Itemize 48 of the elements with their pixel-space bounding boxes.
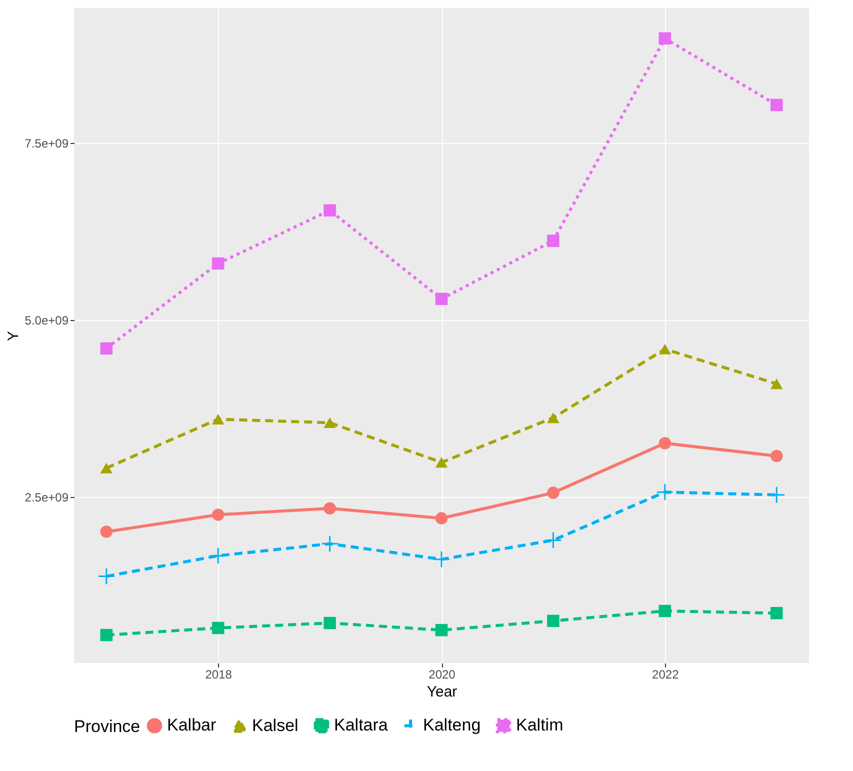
point bbox=[770, 98, 783, 112]
point bbox=[324, 502, 336, 514]
point bbox=[547, 412, 560, 424]
point bbox=[212, 257, 224, 270]
point bbox=[435, 457, 448, 468]
legend-label: Kalteng bbox=[423, 716, 481, 735]
y-tick-label: 5.0e+09 bbox=[24, 314, 69, 328]
point bbox=[435, 624, 448, 636]
y-tick-label: 7.5e+09 bbox=[24, 136, 69, 151]
point bbox=[547, 614, 560, 628]
point bbox=[100, 628, 113, 642]
point bbox=[209, 547, 227, 564]
point bbox=[544, 532, 562, 549]
point bbox=[324, 616, 336, 630]
legend-label: Kalsel bbox=[252, 716, 298, 736]
point bbox=[324, 417, 336, 428]
point bbox=[435, 512, 448, 524]
point bbox=[100, 526, 113, 538]
x-tick-label: 2020 bbox=[428, 668, 456, 682]
legend-label: Kaltara bbox=[334, 716, 388, 735]
legend-title: Province bbox=[74, 717, 140, 736]
y-tick-label: 2.5e+09 bbox=[24, 490, 69, 505]
legend-label: Kaltim bbox=[516, 716, 564, 735]
point bbox=[435, 292, 448, 305]
point bbox=[324, 204, 336, 217]
point bbox=[656, 483, 674, 501]
point bbox=[100, 462, 113, 474]
point bbox=[98, 568, 116, 585]
x-tick-label: 2018 bbox=[205, 668, 232, 682]
point bbox=[321, 535, 338, 552]
point bbox=[658, 437, 672, 450]
point bbox=[547, 234, 560, 247]
point bbox=[658, 604, 672, 618]
point bbox=[770, 606, 783, 620]
legend-label: Kalbar bbox=[167, 716, 216, 735]
x-tick-label: 2022 bbox=[652, 668, 680, 682]
y-axis-title: Y bbox=[4, 330, 22, 342]
point bbox=[212, 508, 224, 521]
point bbox=[212, 622, 224, 634]
x-axis-title: Year bbox=[426, 684, 458, 700]
point bbox=[432, 550, 450, 568]
point bbox=[658, 32, 672, 45]
point bbox=[212, 414, 224, 424]
point bbox=[770, 450, 783, 462]
point bbox=[100, 342, 113, 355]
point bbox=[770, 378, 783, 390]
point bbox=[658, 344, 672, 354]
point bbox=[547, 486, 560, 499]
